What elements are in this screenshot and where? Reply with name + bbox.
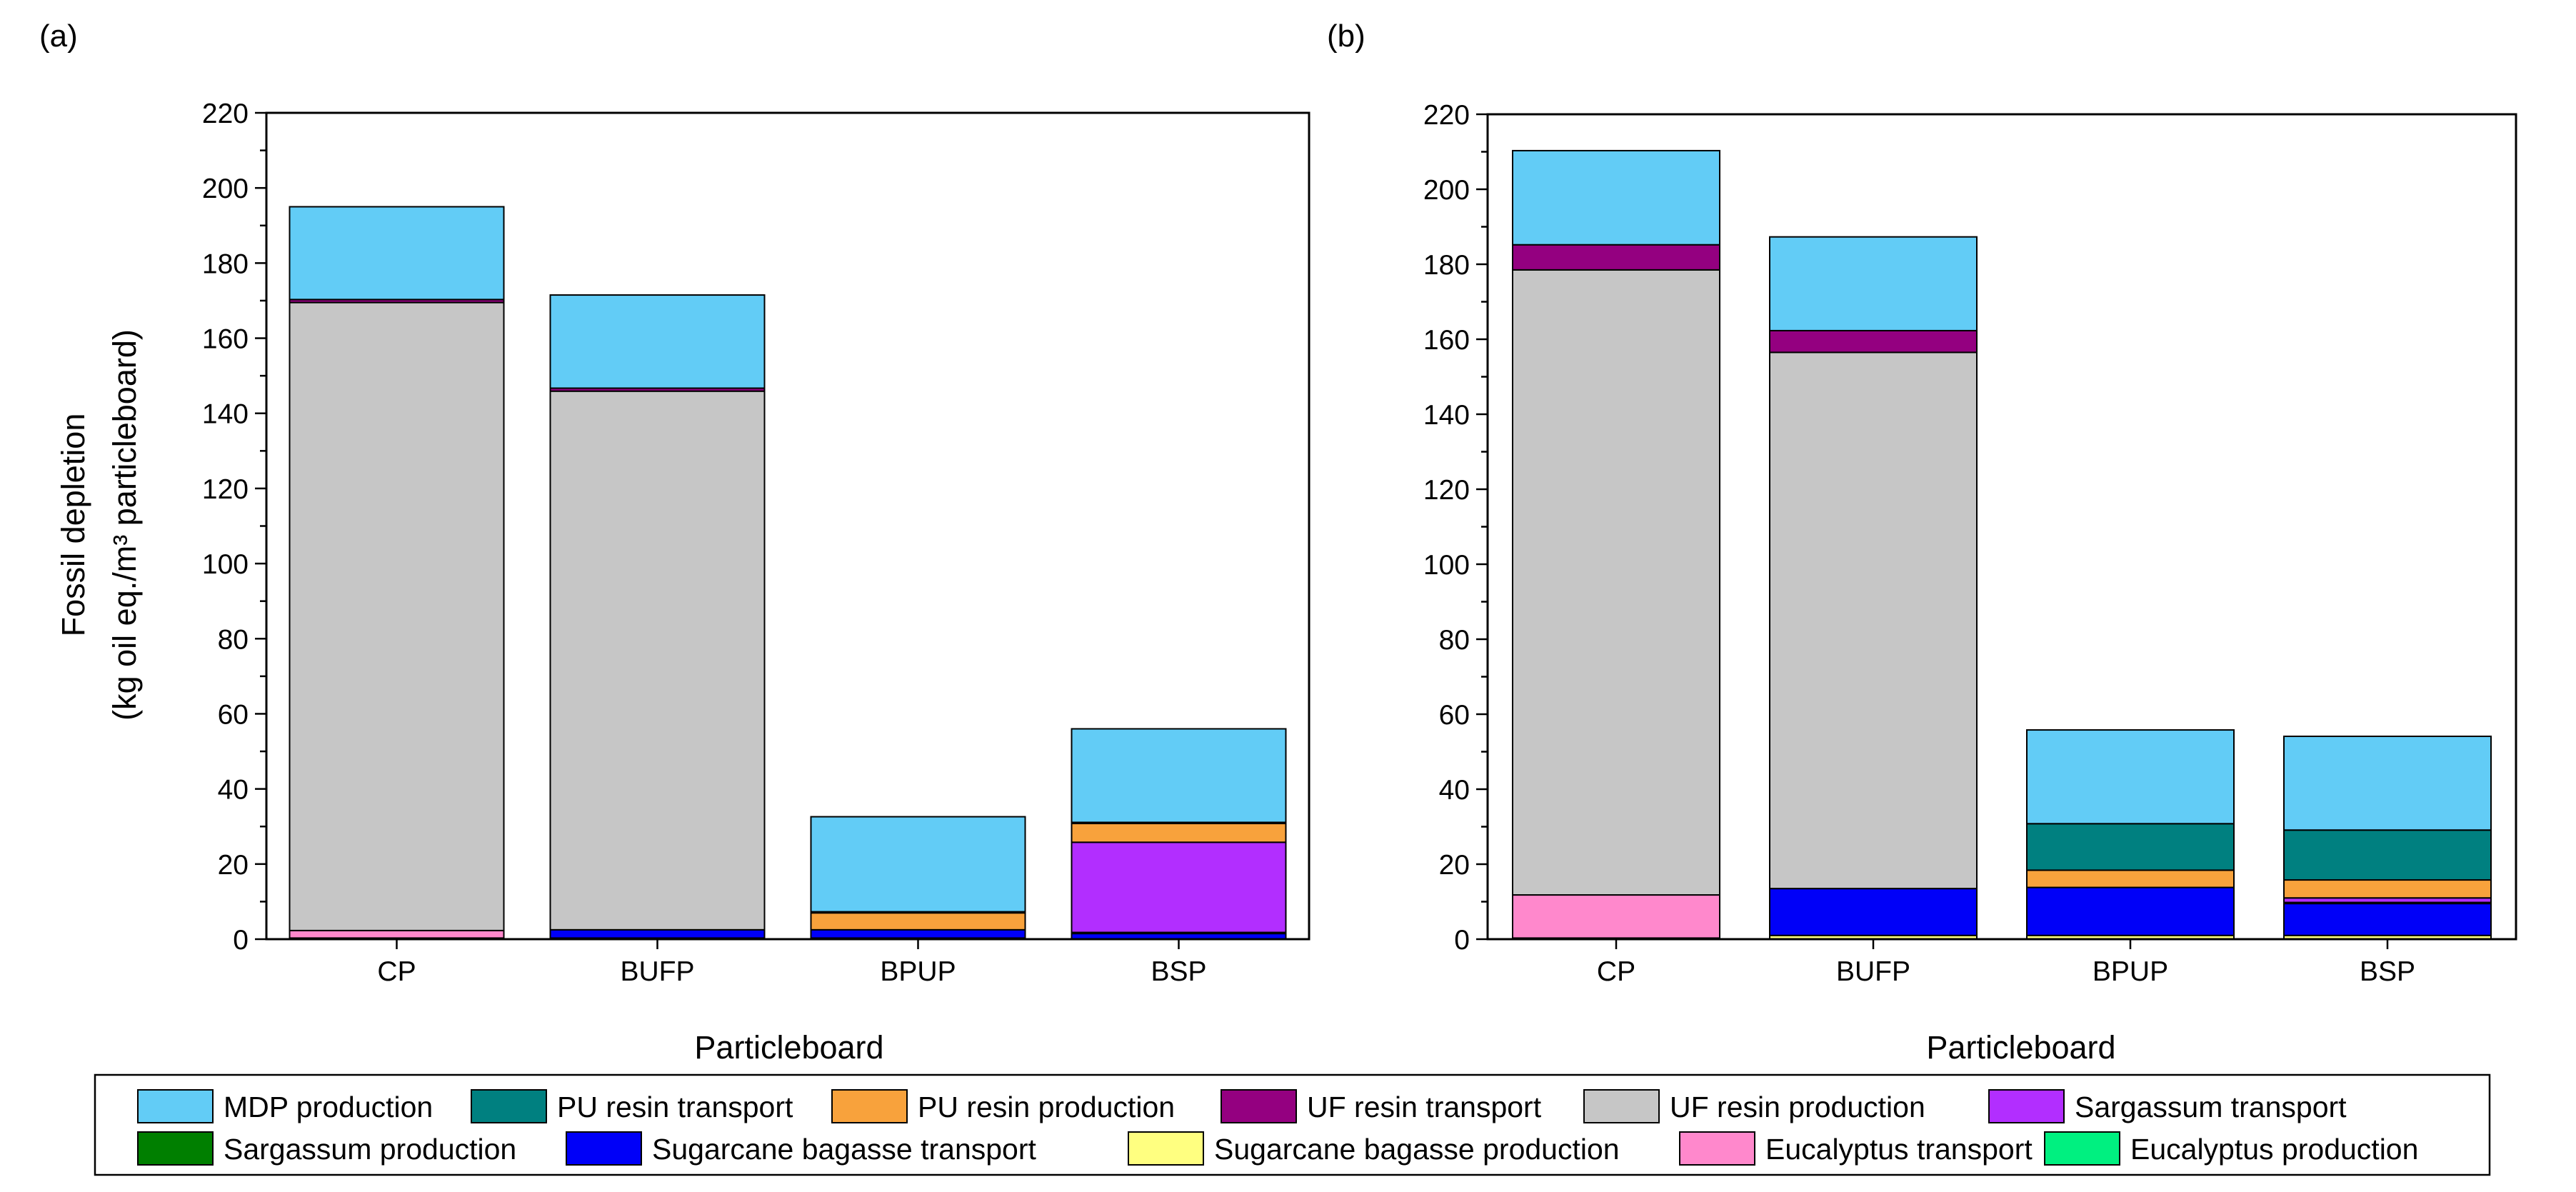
y-tick-label-b-100: 100: [1423, 550, 1470, 581]
y-tick-label-b-80: 80: [1439, 625, 1470, 656]
bar-b-bufp-uf-resin-production: [1769, 351, 1978, 890]
y-tick-label-b-180: 180: [1423, 250, 1470, 281]
legend-label-uf-resin-transport: UF resin transport: [1307, 1091, 1542, 1123]
y-tick-label-b-0: 0: [1454, 925, 1470, 956]
panel-a-label: (a): [39, 19, 78, 54]
bar-a-bufp-mdp-production: [549, 294, 766, 389]
y-tick-label-b-120: 120: [1423, 475, 1470, 506]
legend-label-uf-resin-production: UF resin production: [1670, 1091, 1925, 1123]
bar-a-bpup-sugarcane-bagasse-transport: [810, 928, 1026, 939]
y-axis-title-line1: Fossil depletion: [55, 414, 91, 637]
bar-b-cp-eucalyptus-transport: [1512, 894, 1720, 939]
legend-swatch-eucalyptus-transport: [1679, 1131, 1755, 1166]
y-tick-label-a-180: 180: [202, 249, 249, 279]
x-tick-label-a-bpup: BPUP: [880, 956, 956, 987]
bar-b-bsp-pu-resin-production: [2283, 879, 2492, 899]
y-tick-label-a-20: 20: [218, 850, 249, 881]
legend-label-sargassum-production: Sargassum production: [224, 1133, 516, 1166]
x-axis-title-a: Particleboard: [694, 1029, 883, 1066]
axes-frame-b: [1486, 113, 2517, 941]
legend: MDP production PU resin transport PU resin…: [94, 1073, 2491, 1176]
legend-swatch-eucalyptus-production: [2044, 1131, 2120, 1166]
legend-label-eucalyptus-transport: Eucalyptus transport: [1765, 1133, 2033, 1166]
legend-label-pu-resin-production: PU resin production: [918, 1091, 1175, 1123]
bar-a-bufp-uf-resin-production: [549, 390, 766, 931]
legend-swatch-uf-resin-transport: [1221, 1089, 1297, 1123]
y-tick-label-b-200: 200: [1423, 175, 1470, 206]
bar-b-bsp-mdp-production: [2283, 735, 2492, 831]
bar-a-cp-uf-resin-production: [289, 301, 505, 931]
y-tick-label-b-20: 20: [1439, 850, 1470, 881]
bar-b-bufp-uf-resin-transport: [1769, 329, 1978, 354]
y-tick-label-a-140: 140: [202, 399, 249, 430]
panel-b: (b) CP BUFP BPUP BSP 0 20 40 60 80 100 120 140 160 18…: [1327, 19, 2517, 1066]
y-tick-label-a-120: 120: [202, 474, 249, 505]
bar-b-bpup-pu-resin-production: [2026, 869, 2235, 888]
bar-b-bufp-sugarcane-bagasse-transport: [1769, 888, 1978, 936]
bar-b-bufp-mdp-production: [1769, 236, 1978, 331]
bar-a-cp-mdp-production: [289, 206, 505, 301]
x-tick-label-a-bsp: BSP: [1151, 956, 1206, 987]
legend-swatch-sugarcane-bagasse-transport: [566, 1131, 642, 1166]
y-tick-label-b-220: 220: [1423, 100, 1470, 131]
bar-b-cp-uf-resin-production: [1512, 269, 1720, 896]
legend-label-eucalyptus-production: Eucalyptus production: [2130, 1133, 2418, 1166]
legend-swatch-mdp-production: [137, 1089, 214, 1123]
y-tick-label-b-160: 160: [1423, 325, 1470, 356]
y-axis-title: Fossil depletion (kg oil eq./m³ particle…: [55, 329, 143, 721]
legend-swatch-sargassum-transport: [1988, 1089, 2065, 1123]
bar-a-cp-eucalyptus-transport: [289, 929, 505, 939]
y-tick-label-a-60: 60: [218, 699, 249, 730]
bar-a-bpup-mdp-production: [810, 816, 1026, 913]
bar-a-bpup-pu-resin-production: [810, 912, 1026, 931]
x-tick-label-a-cp: CP: [377, 956, 416, 987]
legend-label-sugarcane-bagasse-production: Sugarcane bagasse production: [1214, 1133, 1620, 1166]
bar-b-cp-mdp-production: [1512, 149, 1720, 246]
y-tick-label-b-60: 60: [1439, 700, 1470, 731]
y-tick-label-a-80: 80: [218, 624, 249, 655]
x-tick-label-b-bpup: BPUP: [2093, 956, 2168, 987]
legend-swatch-pu-resin-transport: [471, 1089, 547, 1123]
legend-swatch-uf-resin-production: [1583, 1089, 1660, 1123]
y-tick-label-a-160: 160: [202, 324, 249, 355]
y-tick-label-a-40: 40: [218, 775, 249, 806]
x-tick-label-b-bufp: BUFP: [1836, 956, 1910, 987]
y-tick-label-b-140: 140: [1423, 400, 1470, 431]
x-tick-label-b-bsp: BSP: [2360, 956, 2415, 987]
bar-b-bpup-pu-resin-transport: [2026, 823, 2235, 871]
y-tick-label-a-100: 100: [202, 549, 249, 580]
bar-a-bsp-pu-resin-production: [1071, 823, 1287, 843]
x-tick-label-b-cp: CP: [1597, 956, 1635, 987]
bar-a-bsp-sargassum-transport: [1071, 841, 1287, 933]
bar-b-bsp-pu-resin-transport: [2283, 829, 2492, 881]
y-axis-title-line2: (kg oil eq./m³ particleboard): [106, 329, 143, 721]
legend-swatch-sugarcane-bagasse-production: [1128, 1131, 1204, 1166]
y-tick-label-a-220: 220: [202, 99, 249, 129]
legend-label-sargassum-transport: Sargassum transport: [2075, 1091, 2347, 1123]
plot-area-b: CP BUFP BPUP BSP 0 20 40 60 80 100 120 140 160 180 200…: [1423, 100, 2517, 987]
bar-b-bpup-mdp-production: [2026, 729, 2235, 825]
y-tick-label-b-40: 40: [1439, 775, 1470, 806]
y-tick-label-a-0: 0: [233, 925, 249, 956]
legend-swatch-sargassum-production: [137, 1131, 214, 1166]
plot-area-a: CP BUFP BPUP BSP 0 20 40 60 80 100 120 140 160 180 200…: [202, 99, 1310, 987]
x-tick-label-a-bufp: BUFP: [620, 956, 694, 987]
bar-a-bufp-sugarcane-bagasse-transport: [549, 928, 766, 939]
panel-b-label: (b): [1327, 19, 1365, 54]
bar-a-bsp-mdp-production: [1071, 728, 1287, 823]
panel-a: (a) CP BUFP BPUP BSP 0 20 40 60 80 100 120 140 160 18…: [39, 19, 1310, 1066]
legend-label-sugarcane-bagasse-transport: Sugarcane bagasse transport: [652, 1133, 1037, 1166]
legend-label-mdp-production: MDP production: [224, 1091, 433, 1123]
y-tick-label-a-200: 200: [202, 174, 249, 204]
legend-swatch-pu-resin-production: [831, 1089, 908, 1123]
bar-b-cp-uf-resin-transport: [1512, 244, 1720, 271]
legend-label-pu-resin-transport: PU resin transport: [557, 1091, 793, 1123]
x-axis-title-b: Particleboard: [1926, 1029, 2115, 1066]
bar-b-bpup-sugarcane-bagasse-transport: [2026, 886, 2235, 936]
bar-b-bsp-sugarcane-bagasse-transport: [2283, 903, 2492, 936]
axes-frame-a: [265, 111, 1310, 941]
